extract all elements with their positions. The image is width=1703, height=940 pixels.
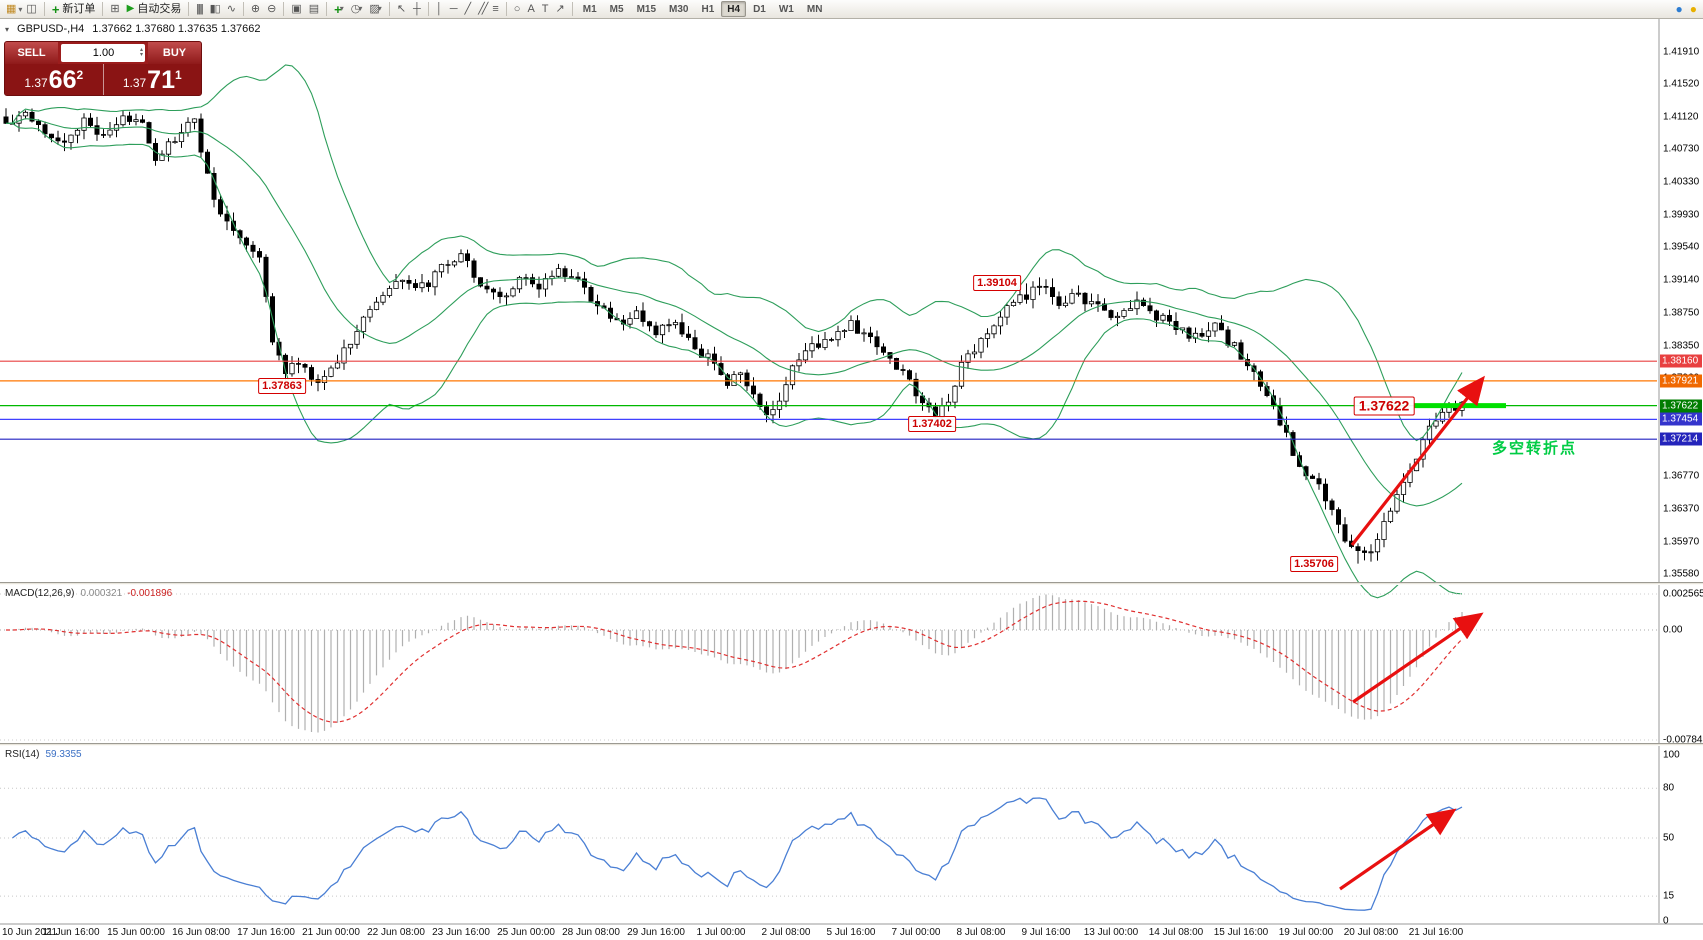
toolbar-separator <box>102 2 104 16</box>
line-chart-icon[interactable]: ∿ <box>226 2 236 15</box>
tab-timeframe-h1[interactable]: H1 <box>701 3 715 15</box>
channel-icon[interactable]: ╱╱ <box>478 2 488 15</box>
bar-chart-icon[interactable]: ||| <box>196 2 203 15</box>
tab-timeframe-m30[interactable]: M30 <box>669 3 689 15</box>
toolbar-separator <box>188 2 190 16</box>
text-icon[interactable]: A <box>527 2 535 15</box>
buy-price-big: 71 <box>147 66 175 94</box>
tab-timeframe-d1[interactable]: D1 <box>753 3 766 15</box>
tile-windows-icon[interactable]: ▣ <box>291 2 302 15</box>
volume-input[interactable]: 1.00 ▴ ▾ <box>61 44 145 62</box>
toolbar-separator <box>326 2 328 16</box>
horizontal-line-icon[interactable]: ─ <box>449 2 458 15</box>
sell-price-big: 66 <box>48 66 77 94</box>
charts-grid-icon[interactable]: ⊞ <box>110 2 120 15</box>
sell-button[interactable]: SELL <box>5 42 58 64</box>
clock-icon: ◷ <box>350 2 361 15</box>
new-order-button[interactable]: + 新订单 <box>49 1 99 18</box>
buy-button[interactable]: BUY <box>148 42 201 64</box>
new-chart-icon[interactable]: ▦ <box>6 2 17 15</box>
collapse-panel-icon[interactable]: ▾ <box>5 24 10 34</box>
volume-stepper[interactable]: ▴ ▾ <box>139 47 143 58</box>
profiles-icon[interactable]: ◫ <box>26 2 37 15</box>
zoom-out-icon[interactable]: ⊖ <box>267 2 277 15</box>
crosshair-icon[interactable]: ┼ <box>413 2 421 15</box>
fibonacci-icon[interactable]: ≡ <box>492 2 499 15</box>
tab-timeframe-m15[interactable]: M15 <box>636 3 657 15</box>
toolbar-separator <box>242 2 244 16</box>
one-click-trading-panel: SELL 1.00 ▴ ▾ BUY 1.37 66 2 1.37 71 1 <box>4 41 202 96</box>
arrow-tool-icon[interactable]: ↗ <box>555 2 565 15</box>
macd-name: MACD(12,26,9) <box>5 588 75 599</box>
chevron-down-icon: ▾ <box>339 4 344 13</box>
toolbar: ▦ ▾ ◫ + 新订单 ⊞ ▶ 自动交易 ||| ▮▯ ∿ ⊕ ⊖ ▣ ▤ + … <box>0 0 1703 19</box>
toolbar-separator <box>427 2 429 16</box>
quote-symbol: GBPUSD-,H4 <box>17 23 85 35</box>
rsi-label: RSI(14) 59.3355 <box>5 749 82 760</box>
autotrading-label: 自动交易 <box>137 2 182 15</box>
chevron-down-icon[interactable]: ▾ <box>18 4 23 14</box>
periods-button[interactable]: ◷ ▾ <box>348 1 366 18</box>
cursor-icon[interactable]: ↖ <box>396 2 407 15</box>
tab-timeframe-h4[interactable]: H4 <box>721 1 747 17</box>
spin-down-icon[interactable]: ▾ <box>139 52 143 58</box>
indicator-plus-icon: + <box>334 1 342 17</box>
zoom-in-icon[interactable]: ⊕ <box>250 2 261 15</box>
tab-timeframe-mn[interactable]: MN <box>806 3 823 15</box>
quote-line: ▾ GBPUSD-,H4 1.37662 1.37680 1.37635 1.3… <box>5 23 260 35</box>
panel-splitter-macd[interactable] <box>0 582 1703 585</box>
macd-label: MACD(12,26,9) 0.000321 -0.001896 <box>5 588 172 599</box>
cn-annotation[interactable]: 多空转折点 <box>1492 440 1578 457</box>
sell-price[interactable]: 1.37 66 2 <box>5 64 104 95</box>
shapes-icon[interactable]: ○ <box>513 2 521 15</box>
tab-timeframe-m5[interactable]: M5 <box>609 3 624 15</box>
sell-price-sup: 2 <box>76 68 84 82</box>
arrange-windows-icon[interactable]: ▤ <box>308 2 320 15</box>
trendline-icon[interactable]: ╱ <box>464 2 472 15</box>
new-order-label: 新订单 <box>62 2 96 15</box>
macd-value-signal: -0.001896 <box>127 588 173 599</box>
toolbar-separator <box>283 2 285 16</box>
toolbar-separator <box>505 2 507 16</box>
sell-price-small: 1.37 <box>24 76 48 90</box>
chevron-down-icon: ▾ <box>377 4 382 13</box>
toolbar-separator <box>571 2 573 16</box>
autotrading-button[interactable]: ▶ 自动交易 <box>124 1 185 18</box>
plus-icon: + <box>51 1 60 17</box>
buy-price-small: 1.37 <box>122 76 147 90</box>
tab-timeframe-w1[interactable]: W1 <box>778 3 794 15</box>
template-icon: ▨ <box>369 2 380 15</box>
help-icon[interactable]: ● <box>1675 2 1683 16</box>
community-icon[interactable]: ● <box>1689 2 1697 16</box>
toolbar-separator <box>388 2 390 16</box>
tab-timeframe-m1[interactable]: M1 <box>582 3 597 15</box>
templates-button[interactable]: ▨ ▾ <box>366 1 384 18</box>
candlestick-icon[interactable]: ▮▯ <box>209 2 221 15</box>
autotrading-play-icon: ▶ <box>126 3 135 14</box>
buy-price-sup: 1 <box>174 68 182 82</box>
buy-price[interactable]: 1.37 71 1 <box>104 64 202 95</box>
panel-splitter-rsi[interactable] <box>0 743 1703 746</box>
chevron-down-icon: ▾ <box>358 4 363 13</box>
rsi-name: RSI(14) <box>5 749 40 760</box>
indicators-button[interactable]: + ▾ <box>331 1 347 18</box>
quote-ohlc: 1.37662 1.37680 1.37635 1.37662 <box>92 23 261 35</box>
label-icon[interactable]: T <box>541 2 549 15</box>
vertical-line-icon[interactable]: │ <box>435 2 443 15</box>
volume-value: 1.00 <box>92 47 115 59</box>
rsi-value: 59.3355 <box>45 749 82 760</box>
toolbar-separator <box>43 2 45 16</box>
macd-value-main: 0.000321 <box>80 588 123 599</box>
spin-up-icon[interactable]: ▴ <box>139 47 143 53</box>
